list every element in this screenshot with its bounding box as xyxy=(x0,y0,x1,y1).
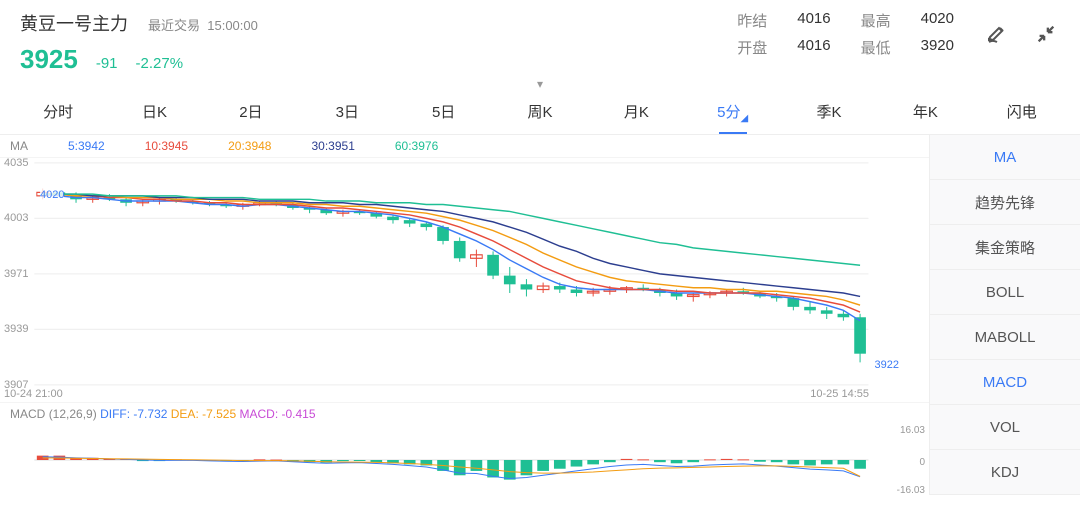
interval-tab[interactable]: 季K xyxy=(781,91,877,134)
chart-column: MA 5:3942 10:3945 20:3948 30:3951 60:3976 403… xyxy=(0,135,930,495)
price-tag: 3922 xyxy=(875,359,899,371)
interval-tab[interactable]: 5分◢ xyxy=(685,91,781,134)
stat-value: 3920 xyxy=(921,37,954,58)
y-axis-label: 4003 xyxy=(4,212,28,224)
macd-legend: MACD (12,26,9) DIFF: -7.732 DEA: -7.525 … xyxy=(0,402,929,425)
last-price: 3925 xyxy=(20,44,78,75)
interval-tab[interactable]: 2日 xyxy=(203,91,299,134)
interval-tab[interactable]: 3日 xyxy=(299,91,395,134)
macd-chart[interactable]: 16.03 0 -16.03 xyxy=(0,425,929,495)
stat-label: 最低 xyxy=(861,37,891,58)
edit-icon[interactable] xyxy=(984,20,1012,48)
stat-value: 4016 xyxy=(797,10,830,31)
macd-y-label: 16.03 xyxy=(900,425,925,436)
macd-params: (12,26,9) xyxy=(49,407,97,421)
price-tag: 4020 xyxy=(40,189,64,201)
chevron-down-icon[interactable]: ▾ xyxy=(0,77,1080,91)
interval-tab[interactable]: 年K xyxy=(877,91,973,134)
interval-tab[interactable]: 分时 xyxy=(10,91,106,134)
dea-label: DEA: -7.525 xyxy=(171,407,236,421)
instrument-title: 黄豆一号主力 xyxy=(20,10,128,36)
ma-legend-item: 5:3942 xyxy=(68,139,105,153)
ma-tag: MA xyxy=(10,139,28,153)
interval-tab[interactable]: 周K xyxy=(492,91,588,134)
y-axis-label: 4035 xyxy=(4,157,28,169)
ma-legend-item: 20:3948 xyxy=(228,139,271,153)
stat-label: 最高 xyxy=(861,10,891,31)
indicator-sidebar: MA趋势先锋集金策略BOLLMABOLLMACDVOLKDJ xyxy=(930,135,1080,495)
header-right: 昨结 4016 最高 4020 开盘 4016 最低 3920 xyxy=(340,10,1060,58)
x-axis-label: 10-24 21:00 xyxy=(4,388,63,400)
kline-chart[interactable]: 4035400339713939390710-24 21:0010-25 14:… xyxy=(0,158,929,402)
stats-grid: 昨结 4016 最高 4020 开盘 4016 最低 3920 xyxy=(737,10,954,58)
ma-legend-item: 10:3945 xyxy=(145,139,188,153)
ma-legend-item: 30:3951 xyxy=(311,139,354,153)
stat-label: 昨结 xyxy=(737,10,767,31)
stat-value: 4020 xyxy=(921,10,954,31)
indicator-item[interactable]: KDJ xyxy=(930,450,1080,495)
interval-tab[interactable]: 5日 xyxy=(395,91,491,134)
header: 黄豆一号主力 最近交易 15:00:00 3925 -91 -2.27% 昨结 … xyxy=(0,0,1080,79)
ma-legend-item: 60:3976 xyxy=(395,139,438,153)
ma-legend: MA 5:3942 10:3945 20:3948 30:3951 60:3976 xyxy=(0,135,929,158)
price-change-pct: -2.27% xyxy=(136,55,184,72)
stat-value: 4016 xyxy=(797,37,830,58)
interval-tab[interactable]: 月K xyxy=(588,91,684,134)
last-trade: 最近交易 15:00:00 xyxy=(148,15,258,34)
macd-tag: MACD xyxy=(10,407,45,421)
price-change: -91 xyxy=(96,55,118,72)
interval-tab[interactable]: 日K xyxy=(106,91,202,134)
stat-label: 开盘 xyxy=(737,37,767,58)
y-axis-label: 3939 xyxy=(4,323,28,335)
collapse-icon[interactable] xyxy=(1032,20,1060,48)
diff-label: DIFF: -7.732 xyxy=(100,407,167,421)
interval-tab[interactable]: 闪电 xyxy=(974,91,1070,134)
macd-y-label: 0 xyxy=(919,457,925,468)
indicator-item[interactable]: MACD xyxy=(930,360,1080,405)
macd-y-label: -16.03 xyxy=(897,485,925,496)
interval-tabs: 分时日K2日3日5日周K月K5分◢季K年K闪电 xyxy=(0,91,1080,135)
indicator-item[interactable]: VOL xyxy=(930,405,1080,450)
indicator-item[interactable]: MABOLL xyxy=(930,315,1080,360)
indicator-item[interactable]: BOLL xyxy=(930,270,1080,315)
macd-value-label: MACD: -0.415 xyxy=(239,407,315,421)
header-left: 黄豆一号主力 最近交易 15:00:00 3925 -91 -2.27% xyxy=(20,10,340,75)
y-axis-label: 3971 xyxy=(4,268,28,280)
indicator-item[interactable]: MA xyxy=(930,135,1080,180)
indicator-item[interactable]: 趋势先锋 xyxy=(930,180,1080,225)
x-axis-label: 10-25 14:55 xyxy=(810,388,869,400)
indicator-item[interactable]: 集金策略 xyxy=(930,225,1080,270)
